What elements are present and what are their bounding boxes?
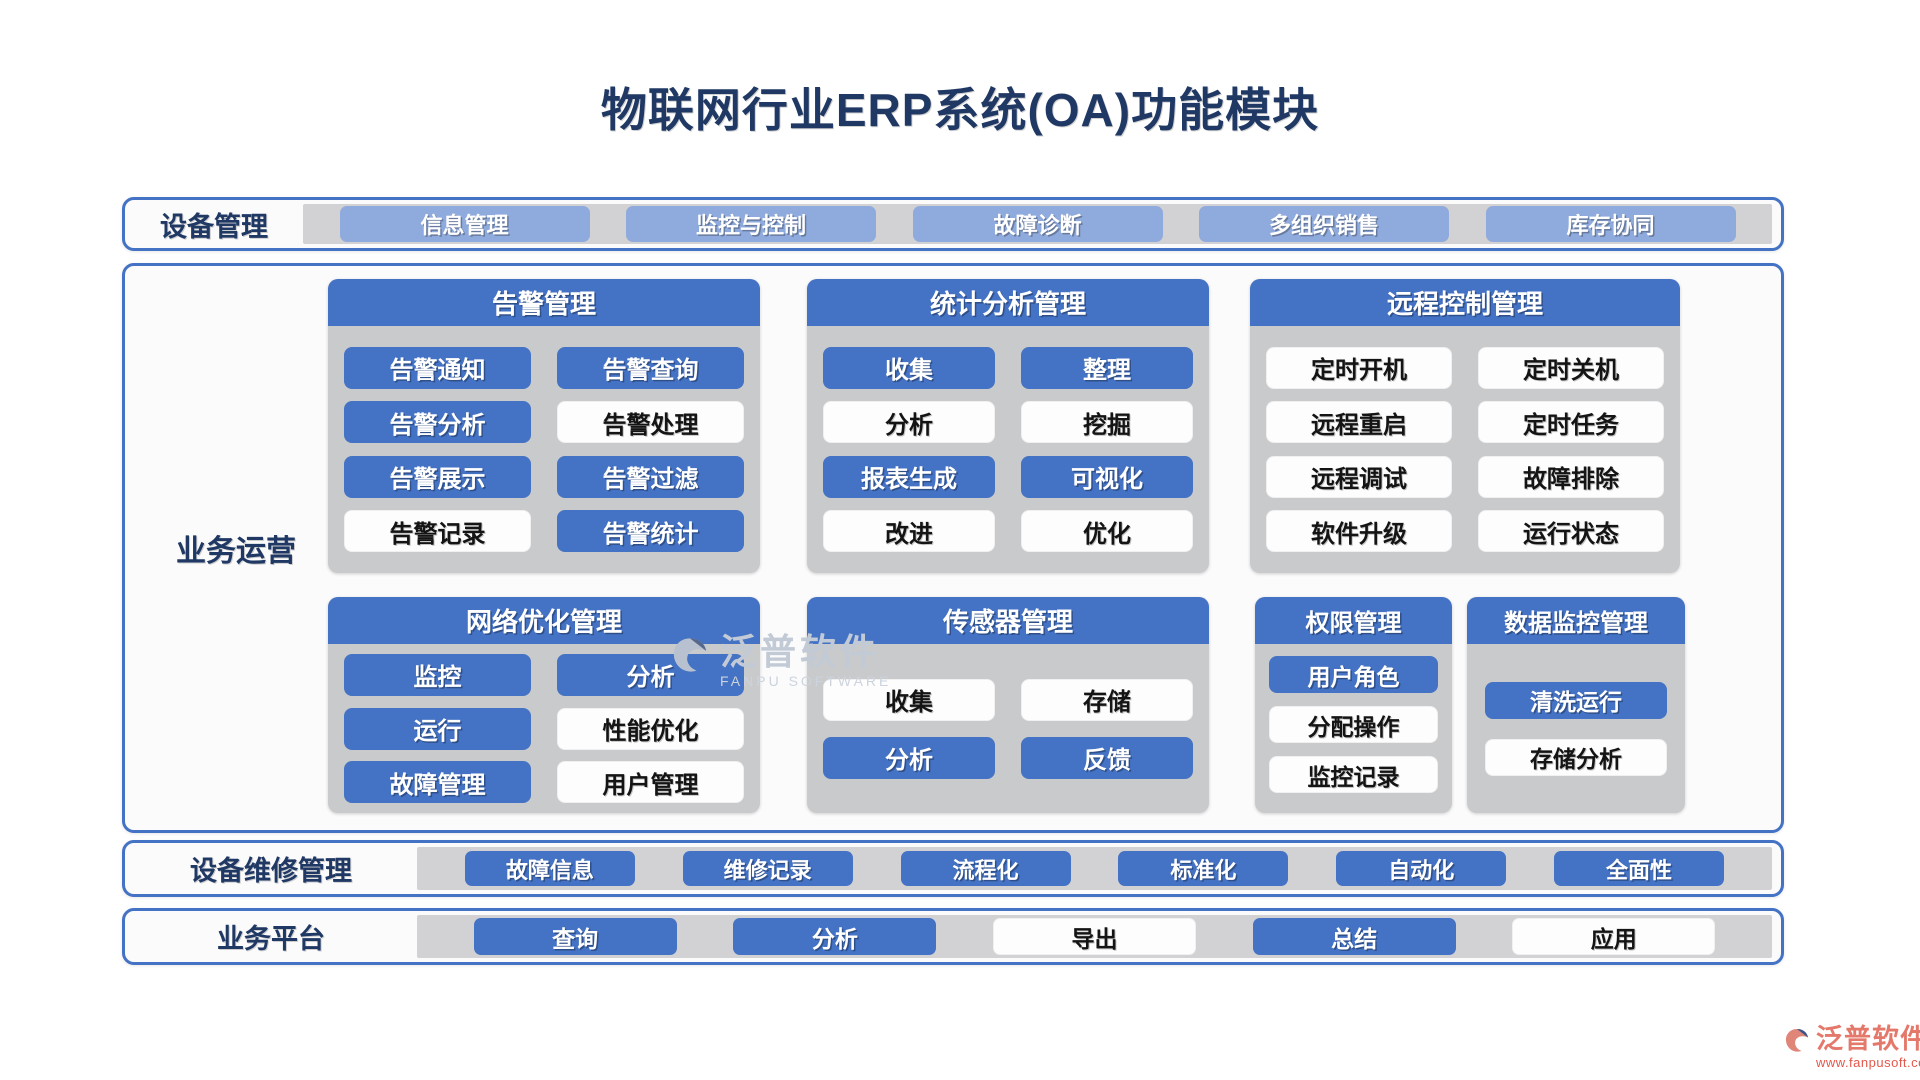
watermark-url: www.fanpusoft.com (1816, 1055, 1920, 1070)
group-network-optimization-management: 网络优化管理 监控 分析 运行 性能优化 故障管理 用户管理 (328, 597, 760, 813)
item-monitoring-control: 监控与控制 (626, 206, 876, 242)
item-fault-diagnosis: 故障诊断 (912, 206, 1163, 242)
maintenance-management-label: 设备维修管理 (190, 856, 352, 886)
group-data-monitoring-management: 数据监控管理 清洗运行 存储分析 (1467, 597, 1685, 813)
group-title: 远程控制管理 (1250, 279, 1680, 326)
item-user-role: 用户角色 (1269, 656, 1438, 693)
group-statistics-management: 统计分析管理 收集 整理 分析 挖掘 报表生成 可视化 改进 优化 (807, 279, 1209, 573)
business-operations-section: 业务运营 告警管理 告警通知 告警查询 告警分析 告警处理 告警展示 告警过滤 … (122, 263, 1784, 833)
item-visualization: 可视化 (1021, 455, 1193, 498)
item-troubleshooting: 故障排除 (1478, 455, 1664, 498)
group-title: 传感器管理 (807, 597, 1209, 644)
item-automation: 自动化 (1336, 851, 1507, 886)
item-inventory-synergy: 库存协同 (1485, 206, 1736, 242)
item-report-generation: 报表生成 (823, 455, 995, 498)
item-operation: 运行 (344, 707, 531, 750)
watermark-subtitle: FANPU SOFTWARE (720, 673, 892, 689)
device-management-bar: 设备管理 信息管理 监控与控制 故障诊断 多组织销售 库存协同 (122, 197, 1784, 251)
item-alarm-query: 告警查询 (557, 346, 744, 389)
item-monitor-record: 监控记录 (1269, 756, 1438, 793)
item-clean-run: 清洗运行 (1485, 681, 1667, 719)
item-performance-optimization: 性能优化 (557, 707, 744, 750)
item-remote-restart: 远程重启 (1266, 401, 1452, 444)
page-title: 物联网行业ERP系统(OA)功能模块 (600, 84, 1320, 136)
item-scheduled-poweron: 定时开机 (1266, 346, 1452, 389)
item-remote-debug: 远程调试 (1266, 455, 1452, 498)
item-improve: 改进 (823, 510, 995, 553)
item-alarm-display: 告警展示 (344, 455, 531, 498)
group-permission-management: 权限管理 用户角色 分配操作 监控记录 (1255, 597, 1452, 813)
watermark-center: 泛普软件 FANPU SOFTWARE (668, 634, 891, 689)
item-user-management: 用户管理 (557, 761, 744, 804)
group-sensor-management: 传感器管理 收集 存储 分析 反馈 (807, 597, 1209, 813)
fanpu-logo-icon (673, 638, 707, 672)
group-title: 统计分析管理 (807, 279, 1209, 326)
item-export: 导出 (992, 918, 1196, 955)
device-management-strip: 信息管理 监控与控制 故障诊断 多组织销售 库存协同 (303, 204, 1772, 244)
watermark-name: 泛普软件 (1816, 1024, 1920, 1054)
item-analysis: 分析 (823, 736, 995, 779)
group-title: 网络优化管理 (328, 597, 760, 644)
group-title: 告警管理 (328, 279, 760, 326)
item-optimize: 优化 (1021, 510, 1193, 553)
item-feedback: 反馈 (1021, 736, 1193, 779)
item-scheduled-task: 定时任务 (1478, 401, 1664, 444)
watermark-name: 泛普软件 (720, 631, 881, 672)
item-storage: 存储 (1021, 678, 1193, 721)
item-alarm-handling: 告警处理 (557, 401, 744, 444)
item-analysis: 分析 (557, 653, 744, 696)
item-running-status: 运行状态 (1478, 510, 1664, 553)
item-processization: 流程化 (900, 851, 1071, 886)
maintenance-strip: 故障信息 维修记录 流程化 标准化 自动化 全面性 (417, 847, 1772, 890)
fanpu-logo-icon (1785, 1029, 1808, 1052)
item-application: 应用 (1512, 918, 1716, 955)
item-storage-analysis: 存储分析 (1485, 738, 1667, 776)
group-title: 数据监控管理 (1467, 597, 1685, 644)
item-info-management: 信息管理 (339, 206, 590, 242)
group-title: 权限管理 (1255, 597, 1452, 644)
item-repair-record: 维修记录 (682, 851, 853, 886)
item-collect: 收集 (823, 346, 995, 389)
item-collect: 收集 (823, 678, 995, 721)
item-alarm-filter: 告警过滤 (557, 455, 744, 498)
group-alarm-management: 告警管理 告警通知 告警查询 告警分析 告警处理 告警展示 告警过滤 告警记录 … (328, 279, 760, 573)
platform-strip: 查询 分析 导出 总结 应用 (417, 915, 1772, 958)
item-scheduled-shutdown: 定时关机 (1478, 346, 1664, 389)
device-management-label: 设备管理 (160, 211, 268, 242)
item-alarm-notify: 告警通知 (344, 346, 531, 389)
business-platform-label: 业务平台 (217, 924, 325, 954)
item-fault-management: 故障管理 (344, 761, 531, 804)
item-standardization: 标准化 (1118, 851, 1289, 886)
item-alarm-stats: 告警统计 (557, 510, 744, 553)
item-mining: 挖掘 (1021, 401, 1193, 444)
item-alarm-record: 告警记录 (344, 510, 531, 553)
item-fault-info: 故障信息 (464, 851, 635, 886)
maintenance-management-bar: 设备维修管理 故障信息 维修记录 流程化 标准化 自动化 全面性 (122, 840, 1784, 897)
business-operations-label: 业务运营 (176, 535, 296, 568)
watermark-footer: 泛普软件 www.fanpusoft.com (1782, 1026, 1920, 1070)
group-remote-control-management: 远程控制管理 定时开机 定时关机 远程重启 定时任务 远程调试 故障排除 软件升… (1250, 279, 1680, 573)
item-monitor: 监控 (344, 653, 531, 696)
item-organize: 整理 (1021, 346, 1193, 389)
item-query: 查询 (473, 918, 677, 955)
item-assign-operation: 分配操作 (1269, 706, 1438, 743)
business-platform-bar: 业务平台 查询 分析 导出 总结 应用 (122, 908, 1784, 965)
item-alarm-analysis: 告警分析 (344, 401, 531, 444)
item-comprehensiveness: 全面性 (1554, 851, 1725, 886)
item-analysis: 分析 (733, 918, 937, 955)
item-software-upgrade: 软件升级 (1266, 510, 1452, 553)
item-multi-org-sales: 多组织销售 (1199, 206, 1449, 242)
item-analyze: 分析 (823, 401, 995, 444)
item-summary: 总结 (1252, 918, 1456, 955)
